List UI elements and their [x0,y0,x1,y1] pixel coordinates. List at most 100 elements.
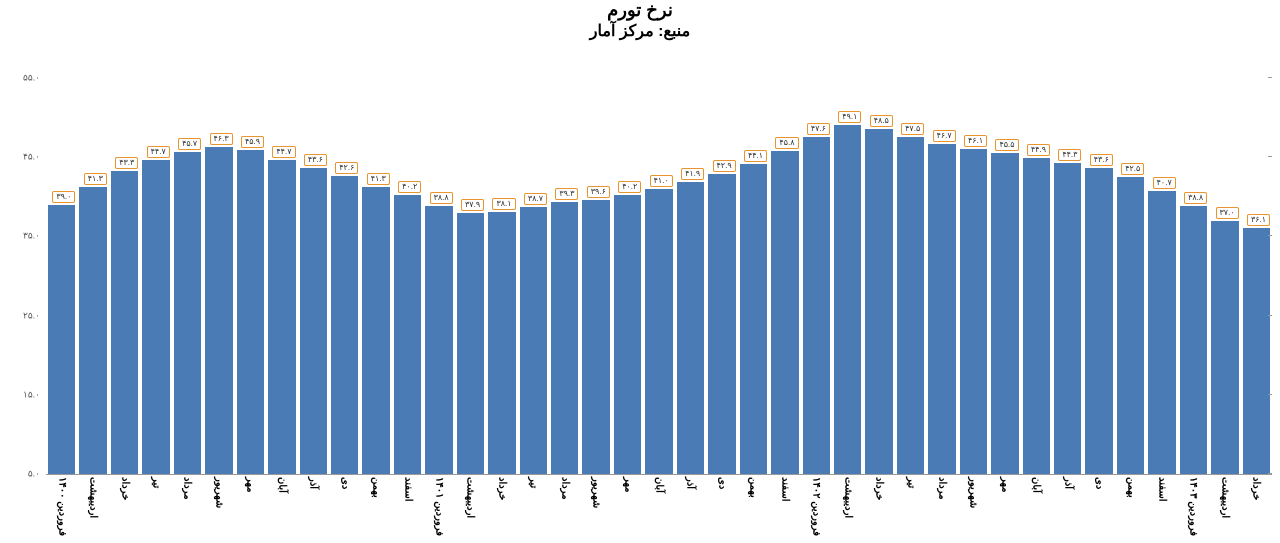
value-label: ۴۳.۶ [1090,154,1113,166]
x-tick-label: اردیبهشت [834,475,861,543]
value-label: ۴۶.۷ [933,130,956,142]
value-label: ۴۰.۷ [1153,177,1176,189]
bar [205,147,232,474]
value-label: ۴۲.۵ [1121,163,1144,175]
x-tick-label: فروردین ۱۴۰۱ [425,475,452,543]
bar [551,202,578,474]
bar [991,153,1018,474]
chart-title: نرخ تورم [0,0,1280,21]
y-tick-label: ۵۵.۰ [23,73,46,84]
bar [1180,206,1207,474]
value-label: ۴۷.۵ [901,123,924,135]
inflation-chart: نرخ تورم منبع: مرکز آمار ۳۹.۰۴۱.۳۴۳.۳۴۴.… [0,0,1280,543]
x-tick-label: خرداد [111,475,138,543]
x-axis-labels: فروردین ۱۴۰۰اردیبهشتخردادتیرمردادشهریورم… [46,475,1272,543]
value-label: ۴۱.۹ [681,168,704,180]
bar [237,150,264,474]
x-tick-label: مهر [237,475,264,543]
bar [1211,221,1238,474]
bar-column: ۴۰.۷ [1148,78,1175,474]
bar-column: ۴۴.۷ [142,78,169,474]
value-label: ۳۸.۸ [1184,192,1207,204]
bar-column: ۴۹.۱ [834,78,861,474]
x-tick-label: اردیبهشت [457,475,484,543]
value-label: ۴۸.۵ [870,115,893,127]
bar-column: ۳۷.۰ [1211,78,1238,474]
value-label: ۴۶.۳ [210,133,233,145]
x-tick-label: اسفند [394,475,421,543]
bar-column: ۴۰.۲ [394,78,421,474]
value-label: ۴۱.۳ [367,173,390,185]
x-tick-label: شهریور [582,475,609,543]
x-tick-label: تیر [897,475,924,543]
y-tick-label: ۲۵.۰ [23,310,46,321]
x-tick-label: بهمن [740,475,767,543]
bar [394,195,421,474]
bar-column: ۴۵.۸ [771,78,798,474]
value-label: ۳۷.۹ [461,199,484,211]
bar-column: ۴۱.۰ [645,78,672,474]
bar-column: ۴۳.۶ [300,78,327,474]
value-label: ۴۵.۸ [775,137,798,149]
bar [268,160,295,474]
value-label: ۴۵.۵ [995,139,1018,151]
bar [708,174,735,474]
bar [803,137,830,474]
x-tick-label: آذر [677,475,704,543]
bar-column: ۳۸.۸ [1180,78,1207,474]
value-label: ۴۴.۷ [272,146,295,158]
bar [300,168,327,474]
bar [1243,228,1270,474]
x-tick-label: فروردین ۱۴۰۲ [803,475,830,543]
bar-column: ۴۵.۵ [991,78,1018,474]
bar [928,144,955,474]
bar [142,160,169,474]
x-tick-label: تیر [142,475,169,543]
bar-column: ۳۸.۸ [425,78,452,474]
value-label: ۴۴.۷ [147,146,170,158]
bar [425,206,452,474]
x-tick-label: دی [331,475,358,543]
x-tick-label: اردیبهشت [1211,475,1238,543]
bar-column: ۳۷.۹ [457,78,484,474]
value-label: ۳۶.۱ [1247,214,1270,226]
bar-column: ۴۳.۶ [1085,78,1112,474]
bar [960,149,987,475]
bar-column: ۳۸.۷ [520,78,547,474]
value-label: ۴۲.۹ [713,160,736,172]
bar-column: ۳۹.۰ [48,78,75,474]
bar [740,164,767,474]
bar [362,187,389,474]
value-label: ۴۴.۱ [744,150,767,162]
bar-column: ۳۹.۶ [582,78,609,474]
bar [111,171,138,474]
value-label: ۴۲.۶ [335,162,358,174]
bar-column: ۳۶.۱ [1243,78,1270,474]
x-tick-label: آبان [645,475,672,543]
bar-column: ۴۱.۳ [79,78,106,474]
bar-column: ۴۰.۲ [614,78,641,474]
bar [645,189,672,474]
bar-column: ۴۶.۳ [205,78,232,474]
bar-column: ۴۲.۹ [708,78,735,474]
x-tick-label: تیر [520,475,547,543]
x-tick-label: اسفند [771,475,798,543]
bar [1023,158,1050,474]
value-label: ۳۸.۸ [430,192,453,204]
value-label: ۴۰.۲ [398,181,421,193]
bar [79,187,106,474]
x-tick-label: مهر [991,475,1018,543]
bar-column: ۴۵.۹ [237,78,264,474]
value-label: ۴۷.۶ [807,123,830,135]
x-tick-label: مرداد [174,475,201,543]
x-tick-label: دی [708,475,735,543]
value-label: ۴۳.۶ [304,154,327,166]
x-tick-label: بهمن [1117,475,1144,543]
value-label: ۳۷.۰ [1216,207,1239,219]
bar [677,182,704,474]
bar [1117,177,1144,474]
bar-column: ۴۸.۵ [865,78,892,474]
bar [614,195,641,474]
bar [582,200,609,474]
bar-column: ۳۸.۱ [488,78,515,474]
